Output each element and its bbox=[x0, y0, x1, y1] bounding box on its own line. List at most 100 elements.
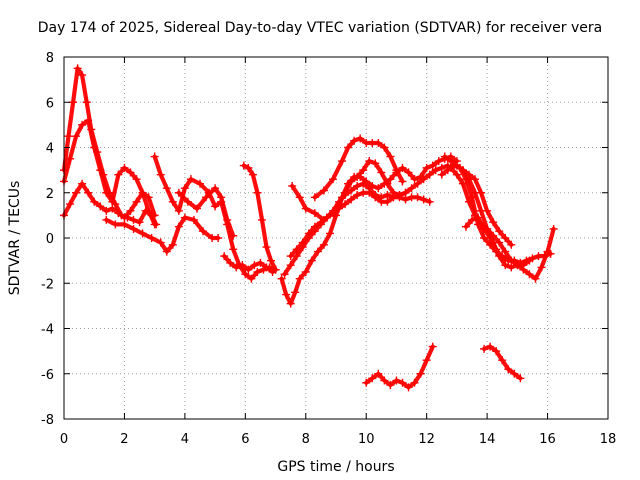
data-point bbox=[422, 356, 431, 365]
data-point bbox=[147, 234, 156, 242]
data-point bbox=[353, 172, 362, 181]
data-point bbox=[286, 252, 295, 261]
data-point bbox=[72, 188, 81, 197]
data-point bbox=[78, 120, 87, 129]
data-point bbox=[437, 163, 446, 172]
series-layer bbox=[60, 64, 558, 392]
data-point bbox=[82, 98, 91, 107]
data-point bbox=[267, 256, 276, 265]
data-point bbox=[386, 152, 395, 161]
data-point bbox=[437, 170, 446, 179]
series-s14 bbox=[362, 342, 437, 392]
data-point bbox=[371, 193, 380, 202]
data-point bbox=[474, 213, 483, 222]
data-point bbox=[78, 71, 87, 80]
data-point bbox=[428, 161, 437, 170]
data-point bbox=[374, 184, 383, 193]
data-point bbox=[126, 206, 135, 215]
data-point bbox=[102, 188, 111, 197]
data-point bbox=[217, 193, 226, 202]
data-point bbox=[525, 270, 534, 279]
data-point bbox=[428, 342, 437, 351]
data-point bbox=[377, 168, 386, 177]
data-point bbox=[223, 215, 232, 224]
data-point bbox=[498, 254, 507, 263]
data-point bbox=[64, 132, 73, 141]
data-point bbox=[262, 263, 271, 272]
data-point bbox=[386, 175, 395, 184]
data-point bbox=[282, 290, 291, 299]
data-point bbox=[238, 261, 247, 270]
data-point bbox=[407, 184, 416, 193]
data-point bbox=[546, 249, 555, 258]
data-point bbox=[150, 152, 159, 161]
data-point bbox=[461, 175, 470, 184]
data-point bbox=[446, 163, 455, 172]
data-point bbox=[120, 220, 129, 229]
data-point bbox=[226, 258, 235, 267]
data-point bbox=[298, 238, 307, 247]
data-point bbox=[404, 383, 413, 392]
data-point bbox=[310, 209, 319, 218]
data-point bbox=[132, 197, 141, 206]
data-point bbox=[244, 265, 253, 274]
y-tick-label: -6 bbox=[41, 368, 54, 383]
data-point bbox=[120, 163, 129, 172]
data-point bbox=[504, 365, 513, 374]
data-point bbox=[250, 261, 259, 270]
series-line bbox=[290, 159, 408, 222]
y-tick-label: 2 bbox=[46, 187, 54, 202]
data-point bbox=[486, 234, 495, 242]
grid-layer bbox=[64, 57, 608, 419]
data-point bbox=[507, 240, 516, 249]
data-point bbox=[102, 215, 111, 224]
data-point bbox=[498, 356, 507, 365]
data-point bbox=[398, 163, 407, 172]
data-point bbox=[401, 195, 410, 204]
data-point bbox=[262, 243, 271, 252]
data-point bbox=[138, 188, 147, 197]
data-point bbox=[516, 374, 525, 383]
data-point bbox=[338, 157, 347, 166]
data-point bbox=[389, 188, 398, 197]
data-point bbox=[132, 175, 141, 184]
data-point bbox=[189, 215, 198, 224]
series-line bbox=[152, 154, 278, 281]
data-point bbox=[304, 229, 313, 238]
tick-layer: 0 2 4 6 8 10 12 14 16 18 8 6 4 2 0 -2 -4 -6 -8 bbox=[41, 51, 616, 447]
data-point bbox=[413, 179, 422, 188]
data-point bbox=[307, 256, 316, 265]
data-point bbox=[286, 299, 295, 308]
data-point bbox=[477, 188, 486, 197]
data-point bbox=[362, 378, 371, 387]
x-tick-label: 4 bbox=[181, 432, 189, 447]
x-tick-label: 16 bbox=[539, 432, 556, 447]
data-point bbox=[138, 229, 147, 238]
data-point bbox=[422, 163, 431, 172]
data-point bbox=[458, 179, 467, 188]
data-point bbox=[280, 270, 289, 279]
data-point bbox=[244, 163, 253, 172]
data-point bbox=[301, 267, 310, 276]
data-point bbox=[380, 376, 389, 385]
data-point bbox=[162, 184, 171, 193]
data-point bbox=[501, 261, 510, 270]
data-point bbox=[359, 179, 368, 188]
series-s16 bbox=[440, 152, 558, 283]
data-point bbox=[162, 247, 171, 256]
series-s8 bbox=[239, 161, 280, 274]
data-point bbox=[365, 157, 374, 166]
data-point bbox=[549, 224, 558, 233]
data-point bbox=[241, 270, 250, 279]
data-point bbox=[73, 64, 82, 73]
data-point bbox=[356, 134, 365, 143]
series-s3 bbox=[60, 116, 159, 229]
data-point bbox=[186, 175, 195, 184]
series-s4 bbox=[102, 213, 223, 256]
data-point bbox=[174, 188, 183, 197]
data-point bbox=[319, 215, 328, 224]
series-line bbox=[176, 186, 236, 238]
data-point bbox=[319, 240, 328, 249]
series-s15 bbox=[480, 342, 525, 383]
data-point bbox=[483, 206, 492, 215]
